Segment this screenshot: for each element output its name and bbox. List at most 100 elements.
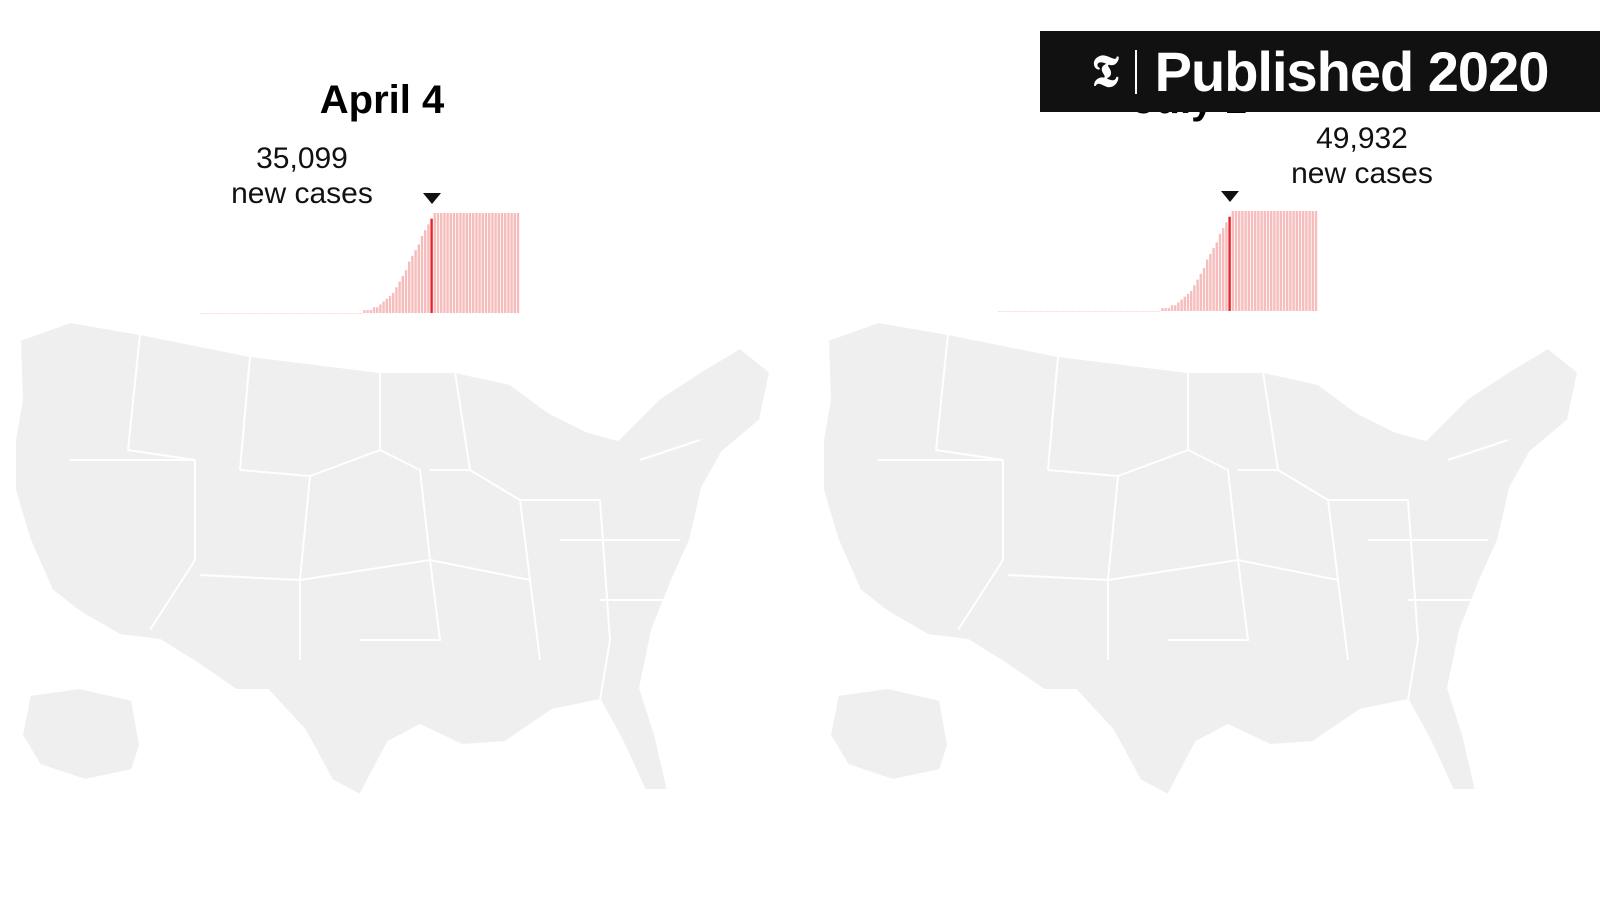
daily-bar xyxy=(449,213,452,313)
daily-bar xyxy=(260,313,264,314)
daily-bar xyxy=(273,313,276,314)
state-border xyxy=(1168,559,1250,641)
daily-bar xyxy=(500,213,504,313)
daily-bar xyxy=(404,270,408,313)
daily-bar xyxy=(998,311,1001,312)
daily-bar xyxy=(1302,211,1305,311)
daily-bar xyxy=(1148,311,1151,312)
daily-bar xyxy=(1110,311,1113,312)
alaska-land-icon xyxy=(20,686,142,782)
daily-bar xyxy=(1279,211,1282,311)
daily-bar xyxy=(353,313,356,314)
daily-bar xyxy=(1263,211,1266,311)
daily-bar xyxy=(369,310,372,313)
daily-bar xyxy=(1167,308,1170,311)
daily-bar xyxy=(433,213,436,313)
badge-divider xyxy=(1134,49,1137,94)
daily-bar xyxy=(1177,302,1180,311)
daily-bar xyxy=(1065,311,1068,312)
daily-bar xyxy=(1090,311,1094,312)
daily-bar xyxy=(481,213,484,313)
daily-bar xyxy=(270,313,273,314)
daily-bar xyxy=(513,213,516,313)
daily-bar xyxy=(1212,248,1215,311)
daily-bar xyxy=(1129,311,1132,312)
daily-bar xyxy=(1097,311,1100,312)
published-badge: 𝕿 Published 2020 xyxy=(1040,31,1600,112)
daily-bar xyxy=(484,213,488,313)
daily-bar xyxy=(360,313,363,314)
daily-bar xyxy=(1087,311,1090,312)
marker-triangle-icon xyxy=(423,193,441,204)
daily-bar xyxy=(1190,291,1193,311)
daily-bar xyxy=(344,313,347,314)
new-cases-label: 49,932 new cases xyxy=(1242,121,1482,191)
daily-bar xyxy=(1004,311,1007,312)
daily-bar xyxy=(347,313,350,314)
daily-bar xyxy=(1257,211,1260,311)
state-border xyxy=(957,460,1004,631)
daily-cases-histogram xyxy=(998,191,1318,312)
state-border xyxy=(299,449,432,581)
daily-bar xyxy=(1145,311,1148,312)
state-border xyxy=(1107,449,1240,581)
daily-bar xyxy=(350,313,353,314)
daily-bar xyxy=(1305,211,1308,311)
daily-bar xyxy=(392,293,395,313)
daily-bar xyxy=(1196,279,1199,311)
daily-bar xyxy=(504,213,507,313)
daily-bar xyxy=(219,313,222,314)
daily-bar xyxy=(340,313,344,314)
daily-bar xyxy=(1276,211,1279,311)
daily-bar xyxy=(292,313,296,314)
daily-bar xyxy=(1218,233,1222,311)
daily-bar xyxy=(497,213,500,313)
daily-bar xyxy=(296,313,299,314)
daily-bar xyxy=(401,275,404,313)
daily-bar xyxy=(1017,311,1020,312)
state-border xyxy=(1047,355,1059,471)
state-border xyxy=(1237,469,1340,582)
daily-bar xyxy=(1298,211,1302,311)
daily-bar xyxy=(1266,211,1270,311)
daily-bar xyxy=(1023,311,1026,312)
daily-bar xyxy=(241,313,244,314)
state-border xyxy=(1447,439,1509,461)
marker-triangle-icon xyxy=(1221,191,1239,202)
daily-bar xyxy=(1010,311,1014,312)
daily-bar xyxy=(1046,311,1049,312)
daily-bar xyxy=(286,313,289,314)
daily-bar xyxy=(420,235,424,313)
nyt-t-logo-icon: 𝕿 xyxy=(1091,45,1119,97)
state-border xyxy=(1407,499,1420,701)
daily-bar xyxy=(1058,311,1062,312)
daily-bar xyxy=(1138,311,1142,312)
daily-bar xyxy=(510,213,513,313)
daily-bar xyxy=(1222,228,1225,311)
daily-bar xyxy=(376,307,379,313)
daily-bar xyxy=(488,213,491,313)
daily-bar xyxy=(1030,311,1033,312)
daily-bar xyxy=(1254,211,1257,311)
new-cases-unit: new cases xyxy=(231,177,373,210)
daily-bar xyxy=(388,295,392,313)
daily-bar xyxy=(1180,299,1183,311)
daily-bar xyxy=(228,313,232,314)
daily-bar xyxy=(1193,285,1196,311)
alaska-land-icon xyxy=(828,686,950,782)
daily-bar xyxy=(331,313,334,314)
daily-bar xyxy=(216,313,219,314)
daily-bar xyxy=(1039,311,1042,312)
daily-bar xyxy=(248,313,251,314)
daily-bar xyxy=(516,213,520,313)
daily-bar xyxy=(424,230,427,313)
daily-bar xyxy=(1158,311,1161,312)
daily-bar xyxy=(254,313,257,314)
daily-bar xyxy=(257,313,260,314)
daily-bar xyxy=(308,313,312,314)
daily-bar xyxy=(1209,253,1212,311)
daily-bar xyxy=(1199,273,1202,311)
state-border xyxy=(1337,579,1349,661)
state-border xyxy=(239,355,251,471)
daily-bar xyxy=(1014,311,1017,312)
